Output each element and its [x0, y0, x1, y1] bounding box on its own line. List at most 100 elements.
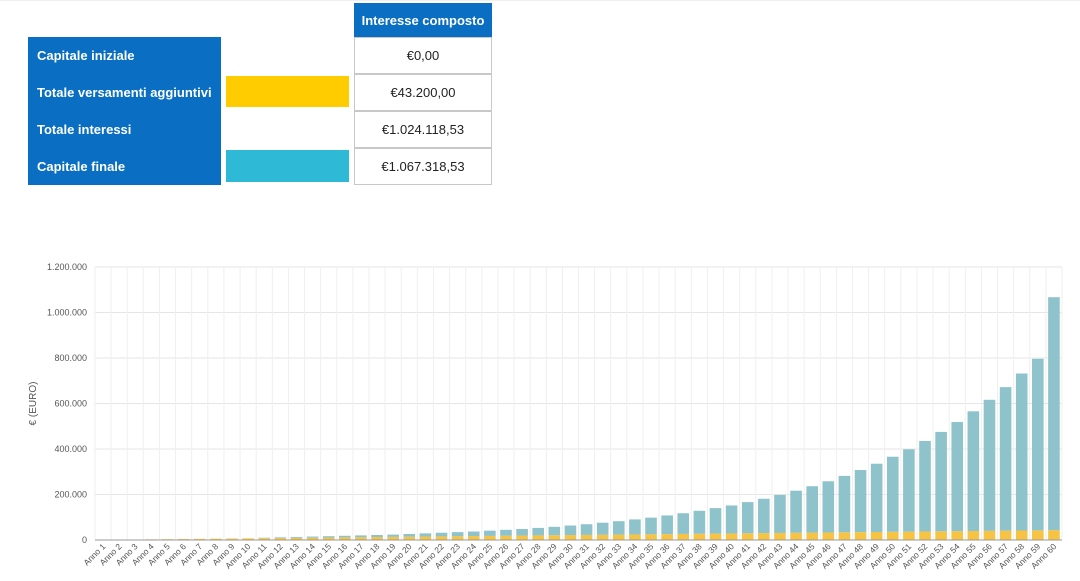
- bar-contributions: [210, 538, 222, 540]
- bar-contributions: [419, 536, 432, 540]
- y-tick-label: 600.000: [54, 399, 87, 409]
- bar-contributions: [322, 537, 335, 540]
- bar-contributions: [725, 533, 738, 540]
- bar-interest: [999, 387, 1012, 531]
- bar-interest: [806, 486, 818, 533]
- bar-contributions: [484, 535, 496, 540]
- bar-interest: [532, 527, 545, 536]
- row-value-total-interest: €1.024.118,53: [354, 111, 492, 148]
- bar-contributions: [870, 531, 883, 540]
- y-tick-label: 1.000.000: [47, 308, 87, 318]
- bar-contributions: [1048, 530, 1060, 540]
- bar-contributions: [580, 534, 593, 540]
- bar-interest: [935, 431, 947, 532]
- bar-contributions: [226, 538, 238, 540]
- bar-interest: [774, 494, 786, 533]
- bar-interest: [661, 515, 673, 535]
- bar-contributions: [774, 532, 786, 540]
- bar-interest: [725, 505, 738, 534]
- bar-interest: [758, 498, 770, 534]
- column-header-compound-interest: Interesse composto: [354, 3, 492, 37]
- bar-contributions: [612, 534, 625, 540]
- bar-contributions: [983, 530, 996, 540]
- bar-contributions: [822, 532, 835, 540]
- bar-interest: [741, 502, 754, 534]
- bar-contributions: [645, 534, 657, 540]
- bar-interest: [645, 517, 657, 535]
- bar-interest: [967, 411, 980, 531]
- bar-interest: [612, 521, 625, 535]
- bar-interest: [548, 526, 561, 536]
- bar-interest: [870, 463, 883, 532]
- bar-contributions: [242, 538, 254, 540]
- bar-interest: [951, 421, 964, 532]
- bar-contributions: [1015, 530, 1028, 540]
- bar-contributions: [741, 533, 754, 540]
- bar-contributions: [854, 532, 867, 540]
- bar-interest: [983, 399, 996, 531]
- bar-contributions: [339, 537, 351, 540]
- bar-interest: [322, 536, 335, 538]
- bar-contributions: [564, 535, 577, 540]
- bar-contributions: [999, 530, 1012, 540]
- bar-interest: [435, 532, 448, 537]
- bar-contributions: [661, 534, 673, 540]
- bar-interest: [790, 490, 802, 533]
- bar-interest: [693, 510, 706, 534]
- bar-interest: [854, 470, 867, 533]
- bar-contributions: [355, 537, 367, 540]
- bar-contributions: [967, 530, 980, 540]
- compound-interest-chart: 0 200.000 400.000 600.000 800.000 1.000.000 1.…: [28, 262, 1063, 571]
- row-label-final-capital: Capitale finale: [28, 148, 221, 185]
- bar-interest: [387, 534, 399, 537]
- bar-interest: [903, 449, 915, 532]
- bar-contributions: [306, 537, 319, 540]
- bar-contributions: [693, 533, 706, 540]
- bar-contributions: [435, 536, 448, 540]
- bar-contributions: [629, 534, 641, 540]
- bar-interest: [677, 513, 690, 534]
- bar-contributions: [290, 537, 303, 540]
- bar-interest: [1048, 297, 1060, 531]
- bar-interest: [355, 535, 367, 538]
- bar-interest: [467, 531, 480, 537]
- bar-contributions: [838, 532, 851, 540]
- bar-interest: [564, 525, 577, 536]
- bar-interest: [886, 456, 899, 532]
- bar-contributions: [258, 538, 271, 540]
- y-tick-label: 200.000: [54, 490, 87, 500]
- bar-interest: [822, 481, 835, 533]
- bar-contributions: [951, 531, 964, 540]
- bar-interest: [484, 530, 496, 536]
- bar-contributions: [451, 536, 464, 540]
- bar-interest: [339, 535, 351, 538]
- bar-contributions: [903, 531, 915, 540]
- bar-contributions: [467, 536, 480, 540]
- bar-interest: [596, 522, 609, 535]
- bar-contributions: [516, 535, 528, 540]
- row-label-total-contributions: Totale versamenti aggiuntivi: [28, 74, 221, 111]
- final-capital-color-swatch: [226, 150, 349, 182]
- bar-interest: [516, 528, 528, 536]
- bar-interest: [371, 535, 383, 538]
- bar-contributions: [387, 536, 399, 540]
- y-tick-label: 800.000: [54, 353, 87, 363]
- bar-contributions: [758, 533, 770, 540]
- bar-contributions: [193, 538, 206, 540]
- bar-interest: [403, 533, 416, 537]
- bar-interest: [580, 524, 593, 535]
- bar-interest: [838, 475, 851, 533]
- bar-contributions: [935, 531, 947, 540]
- row-value-initial-capital: €0,00: [354, 37, 492, 74]
- bar-interest: [500, 529, 512, 536]
- y-tick-label: 1.200.000: [47, 262, 87, 272]
- bar-interest: [306, 536, 319, 538]
- bar-contributions: [371, 537, 383, 540]
- bar-interest: [709, 508, 722, 534]
- bar-contributions: [709, 533, 722, 540]
- row-label-total-interest: Totale interessi: [28, 111, 221, 148]
- y-tick-label: 400.000: [54, 444, 87, 454]
- row-value-total-contributions: €43.200,00: [354, 74, 492, 111]
- bar-contributions: [274, 538, 287, 540]
- y-tick-label: 0: [82, 535, 87, 545]
